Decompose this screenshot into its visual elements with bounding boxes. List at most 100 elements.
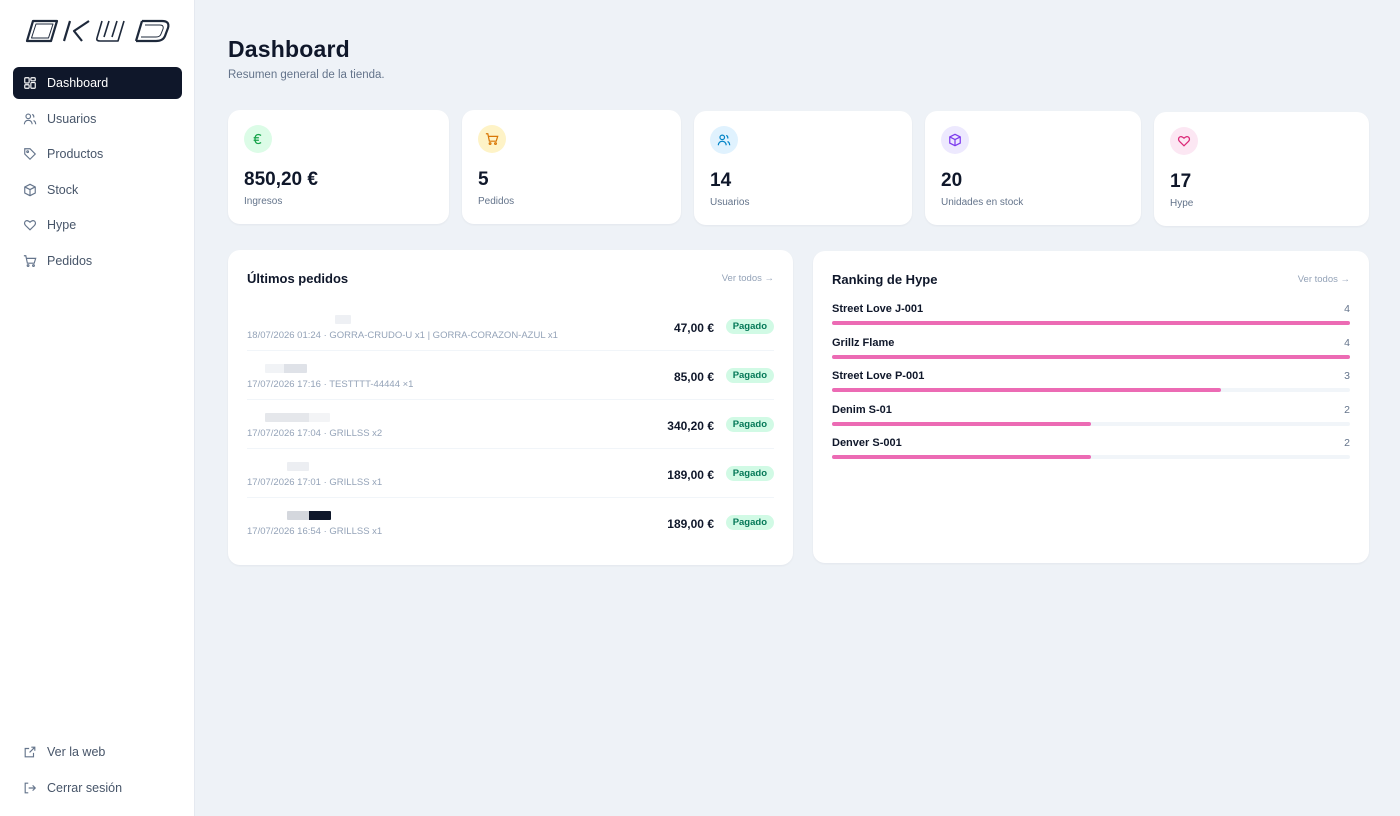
status-badge: Pagado <box>725 417 774 432</box>
hype-count: 2 <box>1344 437 1350 449</box>
okud-logo[interactable] <box>24 18 174 44</box>
hype-product-name: Street Love J-001 <box>832 303 924 315</box>
cart-icon <box>23 254 37 268</box>
sidebar-item-hype[interactable]: Hype <box>13 209 182 241</box>
page-title: Dashboard <box>228 36 350 62</box>
order-row[interactable]: 17/07/2026 17:16 · TESTTTT-44444 ×1 85,0… <box>247 351 774 400</box>
main-content: Dashboard Resumen general de la tienda. … <box>195 0 1400 816</box>
view-site-link[interactable]: Ver la web <box>13 736 182 768</box>
sidebar-item-pedidos[interactable]: Pedidos <box>13 245 182 277</box>
order-amount: 340,20 € <box>667 419 714 433</box>
order-row[interactable]: 18/07/2026 01:24 · GORRA-CRUDO-U x1 | GO… <box>247 302 774 351</box>
sidebar-item-label: Cerrar sesión <box>47 780 123 795</box>
users-icon <box>710 126 738 154</box>
hype-count: 3 <box>1344 370 1350 382</box>
hype-row[interactable]: Street Love P-001 3 <box>832 370 1350 400</box>
tag-icon <box>23 147 37 161</box>
sidebar-item-stock[interactable]: Stock <box>13 174 182 206</box>
stat-card-ingresos: 850,20 € Ingresos <box>228 110 449 224</box>
hype-panel-title: Ranking de Hype <box>832 272 938 287</box>
hype-bar-track <box>832 321 1350 325</box>
dashboard-icon <box>23 76 37 90</box>
redacted-customer <box>265 413 330 422</box>
stat-value: 20 <box>941 170 963 191</box>
stat-label: Ingresos <box>244 196 283 207</box>
box-icon <box>23 183 37 197</box>
sidebar-item-label: Ver la web <box>47 745 106 759</box>
stat-label: Usuarios <box>710 197 750 208</box>
cart-icon <box>478 125 506 153</box>
order-amount: 189,00 € <box>667 468 714 482</box>
order-row[interactable]: 17/07/2026 17:04 · GRILLSS x2 340,20 € P… <box>247 400 774 449</box>
stat-value: 5 <box>478 169 489 190</box>
hype-product-name: Street Love P-001 <box>832 370 925 382</box>
hype-view-all-link[interactable]: Ver todos → <box>1297 274 1350 285</box>
stat-card-hype: 17 Hype <box>1154 112 1369 226</box>
stat-label: Unidades en stock <box>941 197 1024 208</box>
stat-card-stock: 20 Unidades en stock <box>925 111 1141 225</box>
hype-row[interactable]: Street Love J-001 4 <box>832 303 1350 333</box>
hype-product-name: Denim S-01 <box>832 404 892 416</box>
hype-count: 4 <box>1344 337 1350 349</box>
sidebar-item-productos[interactable]: Productos <box>13 138 182 170</box>
stat-card-usuarios: 14 Usuarios <box>694 111 912 225</box>
hype-bar-fill <box>832 388 1221 392</box>
sidebar-footer: Ver la web Cerrar sesión <box>13 736 182 807</box>
order-row[interactable]: 17/07/2026 17:01 · GRILLSS x1 189,00 € P… <box>247 449 774 498</box>
redacted-customer <box>287 462 309 471</box>
sidebar: Dashboard Usuarios Productos Stock Hype <box>0 0 195 816</box>
stat-value: 17 <box>1170 171 1192 192</box>
hype-bar-fill <box>832 455 1091 459</box>
order-amount: 189,00 € <box>667 517 714 531</box>
stat-card-pedidos: 5 Pedidos <box>462 110 681 224</box>
orders-panel-title: Últimos pedidos <box>247 271 349 286</box>
hype-bar-fill <box>832 422 1091 426</box>
hype-product-name: Denver S-001 <box>832 437 902 449</box>
hype-bar-fill <box>832 321 1350 325</box>
hype-product-name: Grillz Flame <box>832 337 895 349</box>
status-badge: Pagado <box>725 515 774 530</box>
page-subtitle: Resumen general de la tienda. <box>228 69 385 81</box>
logout-button[interactable]: Cerrar sesión <box>13 772 182 804</box>
stat-label: Hype <box>1170 198 1194 209</box>
sidebar-nav: Dashboard Usuarios Productos Stock Hype <box>13 67 182 280</box>
external-link-icon <box>23 745 37 759</box>
logout-icon <box>23 781 37 795</box>
hype-bar-fill <box>832 355 1350 359</box>
hype-count: 4 <box>1344 303 1350 315</box>
order-meta: 17/07/2026 16:54 · GRILLSS x1 <box>247 526 383 537</box>
redacted-customer <box>335 315 351 324</box>
sidebar-item-label: Pedidos <box>47 253 93 268</box>
hype-bar-track <box>832 422 1350 426</box>
sidebar-item-label: Dashboard <box>47 76 109 90</box>
hype-row[interactable]: Denim S-01 2 <box>832 404 1350 434</box>
heart-icon <box>1170 127 1198 155</box>
euro-icon <box>244 125 272 153</box>
sidebar-item-label: Stock <box>47 182 79 197</box>
stat-value: 14 <box>710 170 732 191</box>
sidebar-item-label: Productos <box>47 147 104 161</box>
stat-label: Pedidos <box>478 196 515 207</box>
sidebar-item-label: Hype <box>47 218 77 232</box>
status-badge: Pagado <box>725 466 774 481</box>
sidebar-item-usuarios[interactable]: Usuarios <box>13 103 182 135</box>
orders-panel: Últimos pedidos Ver todos → 18/07/2026 0… <box>228 250 793 565</box>
orders-view-all-link[interactable]: Ver todos → <box>721 273 774 284</box>
hype-bar-track <box>832 455 1350 459</box>
users-icon <box>23 112 37 126</box>
sidebar-item-dashboard[interactable]: Dashboard <box>13 67 182 99</box>
hype-bar-track <box>832 355 1350 359</box>
order-meta: 18/07/2026 01:24 · GORRA-CRUDO-U x1 | GO… <box>247 330 558 341</box>
hype-bar-track <box>832 388 1350 392</box>
stat-value: 850,20 € <box>244 169 318 190</box>
hype-panel: Ranking de Hype Ver todos → Street Love … <box>813 251 1369 563</box>
hype-row[interactable]: Grillz Flame 4 <box>832 337 1350 367</box>
order-amount: 85,00 € <box>673 370 714 384</box>
hype-count: 2 <box>1344 404 1350 416</box>
status-badge: Pagado <box>725 319 774 334</box>
hype-row[interactable]: Denver S-001 2 <box>832 437 1350 467</box>
order-row[interactable]: 17/07/2026 16:54 · GRILLSS x1 189,00 € P… <box>247 498 774 547</box>
order-meta: 17/07/2026 17:04 · GRILLSS x2 <box>247 428 383 439</box>
sidebar-item-label: Usuarios <box>47 111 97 126</box>
order-meta: 17/07/2026 17:16 · TESTTTT-44444 ×1 <box>247 379 414 390</box>
